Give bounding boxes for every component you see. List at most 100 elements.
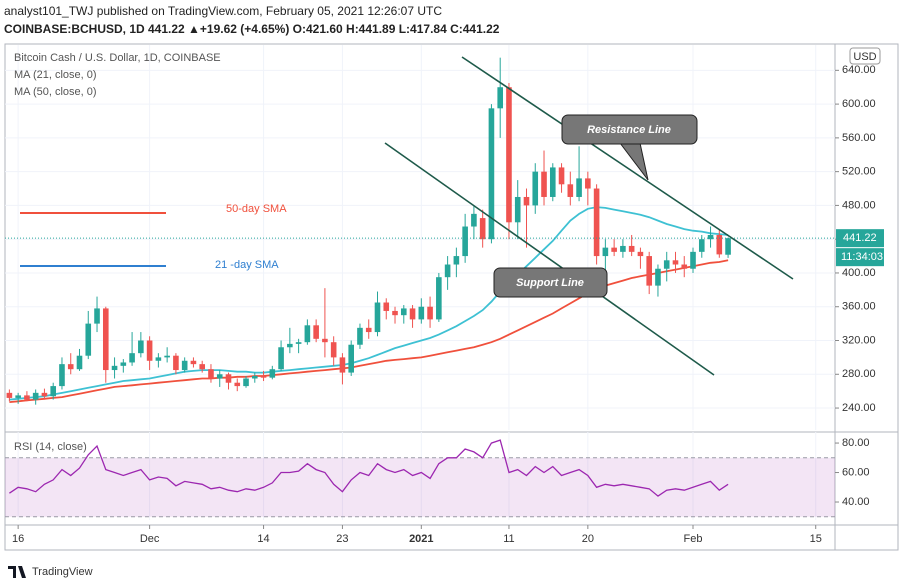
last-price-label: 441.22: [843, 232, 877, 244]
candle-body: [549, 167, 556, 197]
candle-body: [620, 245, 626, 252]
currency-box: [849, 47, 881, 65]
candle-body: [716, 234, 723, 255]
candle-body: [278, 347, 284, 370]
brand-icon: [8, 566, 26, 578]
candle-body: [15, 395, 21, 398]
candle-body: [392, 310, 398, 316]
candle-body: [59, 364, 65, 387]
countdown-box: [836, 248, 884, 267]
frame: [4, 43, 899, 551]
candle-body: [725, 238, 731, 255]
candle-body: [655, 268, 661, 286]
candle-body: [313, 325, 319, 339]
candle-body: [102, 308, 109, 371]
rsi-tick-label: 40.00: [842, 496, 870, 508]
candle-body: [94, 308, 100, 324]
x-tick-label: 23: [336, 533, 348, 545]
last-price-box: [836, 229, 884, 248]
y-tick-label: 600.00: [842, 98, 876, 110]
candle-body: [138, 340, 144, 354]
candle-body: [462, 226, 468, 257]
x-tick-label: 15: [810, 533, 822, 545]
candle-body: [628, 245, 635, 252]
candle-body: [260, 375, 267, 378]
ma50-legend: MA (50, close, 0): [14, 86, 97, 98]
resistance-label: Resistance Line: [587, 124, 671, 136]
candle-body: [558, 167, 565, 185]
candle-body: [436, 277, 442, 320]
candle-body: [234, 382, 241, 387]
x-tick-label: 11: [503, 533, 514, 545]
candle-body: [6, 392, 13, 398]
rsi-line: [9, 439, 729, 497]
candle-body: [251, 375, 258, 379]
x-tick-label: 20: [582, 533, 594, 545]
candle-body: [120, 362, 127, 366]
candle-body: [67, 364, 74, 370]
candle-body: [690, 251, 696, 269]
candle-body: [567, 184, 574, 197]
candle-body: [304, 325, 311, 343]
candle-body: [225, 374, 232, 383]
candle-body: [322, 338, 328, 343]
y-tick-label: 520.00: [842, 166, 876, 178]
x-tick-label: 14: [257, 533, 269, 545]
x-tick-label: Dec: [140, 533, 160, 545]
symbol-legend: Bitcoin Cash / U.S. Dollar, 1D, COINBASE: [14, 52, 221, 64]
x-tick-label: 2021: [409, 533, 433, 545]
candle-body: [585, 178, 591, 189]
candle-body: [348, 344, 354, 373]
candle-body: [199, 364, 206, 370]
candle-body: [637, 251, 644, 257]
y-tick-label: 320.00: [842, 334, 876, 346]
candle-body: [479, 218, 486, 240]
candle-body: [269, 369, 276, 378]
candle-body: [76, 355, 83, 370]
y-tick-label: 640.00: [842, 64, 876, 76]
candle-body: [190, 360, 197, 365]
candle-body: [672, 260, 679, 265]
candle-body: [523, 196, 530, 206]
support-box: [493, 267, 608, 298]
candle-body: [400, 308, 407, 316]
candle-body: [41, 392, 48, 397]
y-tick-label: 400.00: [842, 267, 876, 279]
candle-body: [681, 264, 688, 269]
candle-body: [181, 360, 188, 371]
y-tick-label: 360.00: [842, 301, 876, 313]
candle-body: [129, 353, 135, 363]
candle-body: [32, 392, 39, 400]
y-tick-label: 560.00: [842, 132, 876, 144]
candle-body: [383, 302, 390, 311]
moving-average: [9, 206, 729, 401]
candle-body: [488, 108, 495, 240]
x-tick-label: 16: [12, 533, 24, 545]
sma50-label: 50-day SMA: [226, 203, 287, 215]
candle-body: [593, 188, 600, 257]
header-line1: analyst101_TWJ published on TradingView.…: [4, 4, 442, 18]
rsi-tick-label: 60.00: [842, 466, 870, 478]
x-tick-label: Feb: [684, 533, 703, 545]
candle-body: [243, 378, 249, 387]
rsi-band: [5, 457, 835, 517]
candle-body: [287, 343, 293, 348]
candle-body: [663, 260, 670, 269]
ma21-legend: MA (21, close, 0): [14, 69, 97, 81]
candle-body: [471, 213, 477, 227]
rsi-legend: RSI (14, close): [14, 441, 87, 453]
candle-body: [216, 374, 223, 379]
candle-body: [497, 87, 503, 109]
brand: TradingView: [32, 566, 93, 578]
candle-body: [602, 247, 609, 257]
candle-body: [707, 234, 714, 240]
candle-body: [208, 369, 214, 379]
y-tick-label: 280.00: [842, 368, 876, 380]
candle-body: [409, 308, 416, 320]
candle-body: [646, 256, 652, 286]
countdown-label: 11:34:03: [841, 251, 883, 263]
candle-body: [541, 171, 547, 197]
candle-body: [339, 357, 346, 373]
candle-body: [357, 327, 363, 345]
candle-body: [611, 247, 617, 252]
